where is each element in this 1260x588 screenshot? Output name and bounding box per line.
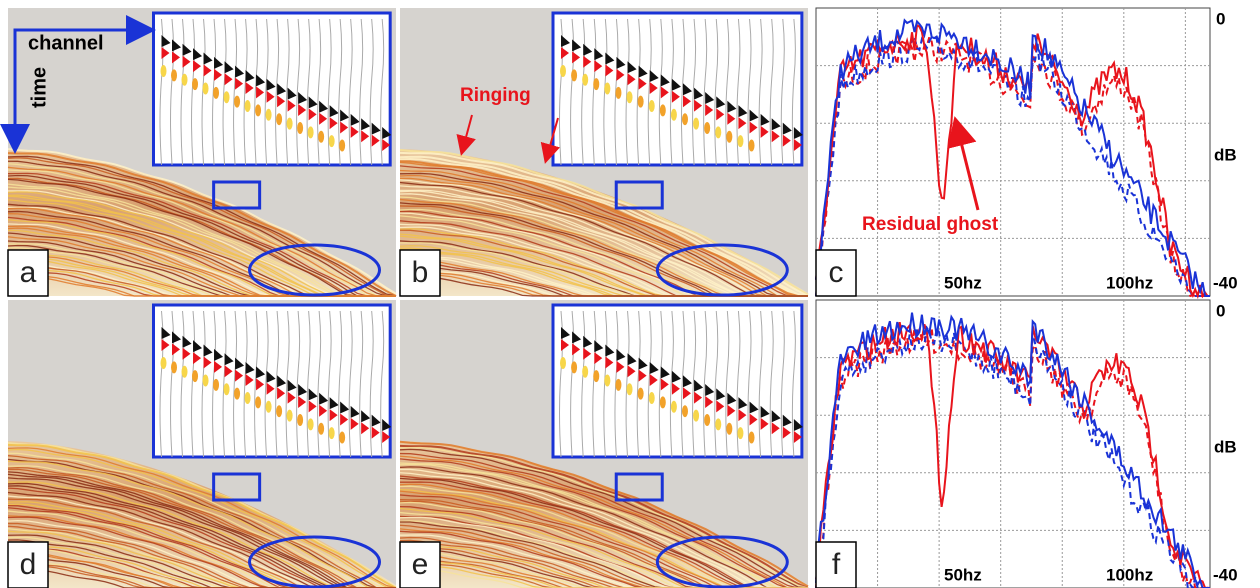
inset: [553, 305, 802, 457]
wavelet-tail: [715, 418, 721, 430]
wavelet-tail: [593, 370, 599, 382]
wavelet-tail: [571, 69, 577, 81]
wavelet-tail: [192, 78, 198, 90]
panels: a b c 50hz 100hz 0 dB -40 d e f 50hz 100hz 0 dB -40: [8, 8, 1238, 588]
wavelet-tail: [660, 396, 666, 408]
wavelet-tail: [203, 375, 209, 387]
wavelet-tail: [308, 126, 314, 138]
y-label-top: 0: [1216, 301, 1225, 320]
wavelet-tail: [615, 379, 621, 391]
y-unit: dB: [1214, 437, 1237, 456]
wavelet-tail: [266, 109, 272, 121]
wavelet-tail: [266, 401, 272, 413]
wavelet-tail: [192, 370, 198, 382]
wavelet-tail: [671, 401, 677, 413]
wavelet-tail: [560, 65, 566, 77]
wavelet-tail: [604, 83, 610, 95]
wavelet-tail: [245, 392, 251, 404]
wavelet-tail: [224, 383, 230, 395]
wavelet-tail: [615, 87, 621, 99]
wavelet-tail: [726, 131, 732, 143]
wavelet-tail: [682, 405, 688, 417]
wavelet-tail: [660, 104, 666, 116]
panel-label: e: [412, 548, 429, 581]
wavelet-tail: [638, 388, 644, 400]
wavelet-tail: [255, 396, 261, 408]
wavelet-tail: [287, 410, 293, 422]
wavelet-tail: [737, 135, 743, 147]
wavelet-tail: [161, 357, 167, 369]
panel-label: f: [832, 548, 841, 581]
wavelet-tail: [255, 104, 261, 116]
x-label: 50hz: [944, 273, 982, 292]
wavelet-tail: [671, 109, 677, 121]
panel-label: d: [20, 548, 37, 581]
channel-label: channel: [28, 32, 104, 54]
wavelet-tail: [638, 96, 644, 108]
wavelet-tail: [245, 100, 251, 112]
panel-label: c: [829, 256, 844, 289]
wavelet-tail: [582, 366, 588, 378]
figure: a b c 50hz 100hz 0 dB -40 d e f 50hz 100hz 0 dB -40 cha…: [0, 0, 1260, 588]
panel-label: b: [412, 256, 429, 289]
wavelet-tail: [161, 65, 167, 77]
wavelet-tail: [339, 431, 345, 443]
wavelet-tail: [649, 392, 655, 404]
panel-label: a: [20, 256, 37, 289]
inset: [553, 13, 802, 165]
wavelet-tail: [604, 375, 610, 387]
wavelet-tail: [627, 91, 633, 103]
residual-ghost-label: Residual ghost: [862, 214, 999, 235]
y-label-bottom: -40: [1213, 565, 1238, 584]
wavelet-tail: [308, 418, 314, 430]
wavelet-tail: [329, 427, 335, 439]
y-unit: dB: [1214, 145, 1237, 164]
x-label: 100hz: [1106, 565, 1153, 584]
wavelet-tail: [234, 388, 240, 400]
y-label-bottom: -40: [1213, 273, 1238, 292]
wavelet-tail: [737, 427, 743, 439]
wavelet-tail: [234, 96, 240, 108]
wavelet-tail: [287, 118, 293, 130]
wavelet-tail: [593, 78, 599, 90]
wavelet-tail: [318, 423, 324, 435]
wavelet-tail: [704, 414, 710, 426]
x-label: 100hz: [1106, 273, 1153, 292]
wavelet-tail: [213, 379, 219, 391]
wavelet-tail: [297, 414, 303, 426]
wavelet-tail: [171, 361, 177, 373]
wavelet-tail: [318, 131, 324, 143]
wavelet-tail: [649, 100, 655, 112]
wavelet-tail: [329, 135, 335, 147]
wavelet-tail: [276, 113, 282, 125]
time-label: time: [28, 67, 50, 108]
wavelet-tail: [171, 69, 177, 81]
wavelet-tail: [276, 405, 282, 417]
wavelet-tail: [749, 139, 755, 151]
wavelet-tail: [297, 122, 303, 134]
wavelet-tail: [715, 126, 721, 138]
wavelet-tail: [627, 383, 633, 395]
wavelet-tail: [726, 423, 732, 435]
wavelet-tail: [182, 74, 188, 86]
inset: [154, 305, 391, 457]
wavelet-tail: [704, 122, 710, 134]
wavelet-tail: [682, 113, 688, 125]
wavelet-tail: [749, 431, 755, 443]
wavelet-tail: [203, 83, 209, 95]
y-label-top: 0: [1216, 9, 1225, 28]
ringing-label: Ringing: [460, 85, 531, 106]
wavelet-tail: [560, 357, 566, 369]
wavelet-tail: [224, 91, 230, 103]
wavelet-tail: [213, 87, 219, 99]
inset: [154, 13, 391, 165]
wavelet-tail: [182, 366, 188, 378]
wavelet-tail: [693, 118, 699, 130]
wavelet-tail: [693, 410, 699, 422]
wavelet-tail: [571, 361, 577, 373]
x-label: 50hz: [944, 565, 982, 584]
wavelet-tail: [582, 74, 588, 86]
wavelet-tail: [339, 139, 345, 151]
